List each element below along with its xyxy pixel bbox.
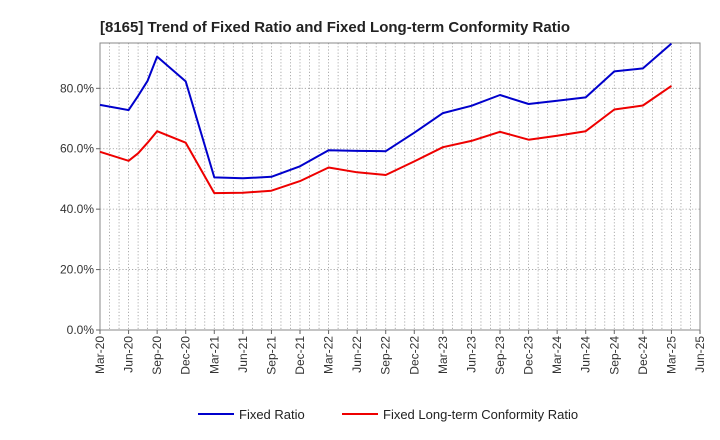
x-tick-label: Jun-20 <box>122 336 136 373</box>
y-tick-label: 20.0% <box>60 263 94 277</box>
series-line-fixed-long-term-conformity-ratio <box>99 85 672 195</box>
series-layer <box>99 42 673 195</box>
x-tick-label: Jun-22 <box>350 336 364 373</box>
x-tick-label: Jun-25 <box>693 336 707 373</box>
x-tick-label: Jun-23 <box>464 336 478 373</box>
x-tick-label: Mar-20 <box>93 336 107 374</box>
legend-label: Fixed Long-term Conformity Ratio <box>383 407 578 422</box>
plot-frame <box>99 42 701 331</box>
y-tick-label: 80.0% <box>60 81 94 95</box>
legend-label: Fixed Ratio <box>239 407 305 422</box>
x-tick-label: Mar-22 <box>322 336 336 374</box>
x-axis: Mar-20 Jun-20 Sep-20 Dec-20 Mar-21 Jun-21 Sep-… <box>93 330 707 375</box>
x-tick-label: Mar-23 <box>436 336 450 374</box>
x-tick-label: Sep-21 <box>264 336 278 375</box>
y-tick-label: 40.0% <box>60 202 94 216</box>
x-tick-label: Dec-20 <box>179 336 193 375</box>
x-tick-label: Mar-24 <box>550 336 564 374</box>
x-tick-label: Sep-22 <box>379 336 393 375</box>
grid <box>100 43 700 331</box>
series-line-fixed-ratio <box>99 42 673 180</box>
y-axis: 0.0% 20.0% 40.0% 60.0% 80.0% <box>60 81 100 337</box>
x-tick-label: Dec-23 <box>522 336 536 375</box>
x-tick-label: Sep-20 <box>150 336 164 375</box>
chart-title: [8165] Trend of Fixed Ratio and Fixed Lo… <box>100 19 570 36</box>
x-tick-label: Mar-25 <box>664 336 678 374</box>
y-tick-label: 60.0% <box>60 142 94 156</box>
x-tick-label: Sep-24 <box>607 336 621 375</box>
x-tick-label: Jun-24 <box>579 336 593 373</box>
x-tick-label: Dec-22 <box>407 336 421 375</box>
legend: Fixed Ratio Fixed Long-term Conformity Ra… <box>198 407 578 422</box>
x-tick-label: Sep-23 <box>493 336 507 375</box>
x-tick-label: Dec-24 <box>636 336 650 375</box>
x-tick-label: Dec-21 <box>293 336 307 375</box>
x-tick-label: Jun-21 <box>236 336 250 373</box>
y-tick-label: 0.0% <box>67 323 95 337</box>
plot-area-border <box>99 42 701 331</box>
x-tick-label: Mar-21 <box>207 336 221 374</box>
